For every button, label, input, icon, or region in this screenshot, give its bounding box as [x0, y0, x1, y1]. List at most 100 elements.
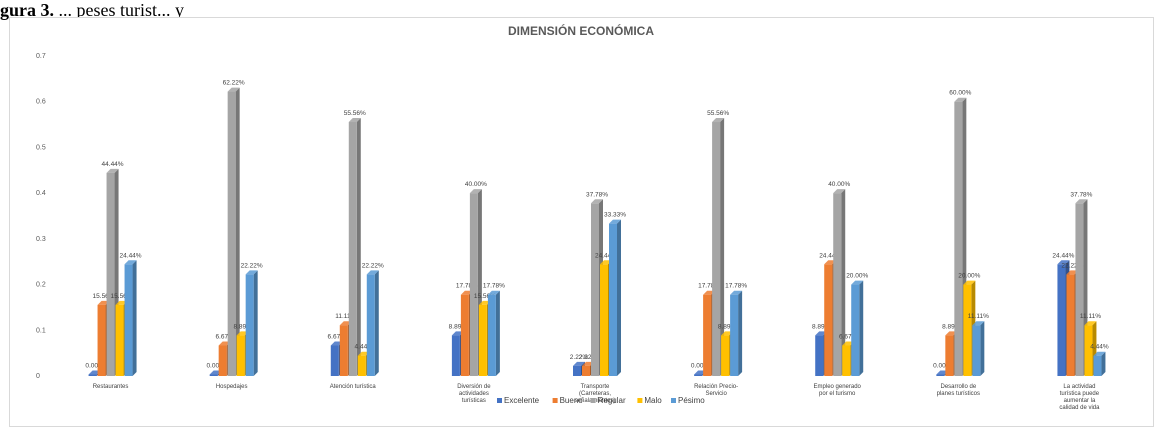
legend-swatch	[637, 398, 643, 403]
data-label: 55.56%	[707, 110, 729, 117]
bar	[348, 122, 357, 376]
bar-side	[720, 118, 725, 377]
bar	[833, 193, 842, 376]
data-label: 24.44%	[595, 252, 617, 259]
data-label: 15.56%	[111, 293, 133, 300]
data-label: 6.67%	[328, 334, 347, 341]
data-label: 4.44%	[355, 344, 374, 351]
bar	[357, 355, 366, 376]
category-label: turística puede	[1060, 391, 1100, 397]
data-label: 17.78%	[725, 283, 747, 290]
data-label: 55.56%	[344, 110, 366, 117]
category-label: Hospedajes	[216, 384, 248, 390]
bar	[730, 294, 739, 376]
bar-top	[1093, 351, 1106, 356]
data-label: 22.22%	[362, 262, 384, 269]
bar	[1066, 274, 1075, 376]
bar-top	[245, 270, 258, 275]
data-label: 62.22%	[223, 80, 245, 87]
bar-top	[851, 280, 864, 285]
chart-title: DIMENSIÓN ECONÓMICA	[508, 23, 654, 38]
data-label: 8.89%	[718, 323, 737, 330]
data-label: 11.11%	[968, 313, 989, 320]
bar-top	[833, 189, 846, 194]
data-label: 24.44%	[1052, 252, 1074, 259]
y-tick-label: 0.3	[36, 236, 46, 243]
bar	[88, 374, 97, 376]
bar	[487, 294, 496, 376]
bar-chart: DIMENSIÓN ECONÓMICA 0 0.1 0.2 0.3 0.4 0.5 0.6 0.…	[36, 23, 1109, 411]
bar	[945, 335, 954, 376]
bar-top	[591, 199, 603, 204]
data-label: 11.11%	[335, 313, 356, 320]
data-label: 4.44%	[1090, 344, 1109, 351]
bar	[209, 374, 218, 376]
bar-side	[841, 189, 846, 376]
bar	[582, 365, 590, 376]
bar-top	[106, 168, 119, 173]
bar	[824, 264, 833, 376]
category-label: planes turísticos	[937, 391, 980, 397]
data-label: 40.00%	[828, 181, 850, 188]
legend-swatch	[552, 398, 558, 403]
category-label: Relación Precio-	[694, 384, 738, 390]
data-label: 0.00%	[933, 363, 952, 370]
bar	[460, 294, 469, 376]
y-tick-label: 0.5	[36, 144, 46, 151]
bar-side	[859, 280, 864, 376]
bar-top	[609, 219, 621, 224]
bar-top	[487, 290, 500, 295]
bar	[573, 365, 581, 376]
figure-caption-rest: ... peses turist... y	[54, 0, 185, 20]
category-label: aumentar la	[1064, 398, 1096, 404]
bar	[227, 91, 236, 377]
category-label: La actividad	[1063, 384, 1095, 390]
bar	[97, 304, 106, 376]
bar	[609, 223, 617, 376]
data-label: 22.22%	[241, 262, 263, 269]
figure-caption-prefix: gura 3.	[0, 0, 54, 20]
data-label: 17.78%	[456, 283, 478, 290]
data-label: 24.44%	[120, 252, 142, 259]
bar	[815, 335, 824, 376]
bar	[936, 374, 945, 376]
bar-side	[617, 219, 621, 376]
bar	[591, 203, 599, 376]
bar	[106, 172, 115, 376]
bar	[694, 374, 703, 376]
category-label: por el turismo	[819, 391, 856, 397]
bar-side	[980, 321, 985, 376]
legend-swatch	[497, 398, 502, 403]
data-label: 0.00%	[691, 363, 710, 370]
data-label: 20.00%	[958, 273, 980, 280]
bar-side	[132, 260, 137, 376]
data-label: 15.56%	[93, 293, 115, 300]
bar	[124, 264, 133, 376]
y-tick-label: 0.4	[36, 190, 46, 197]
data-label: 8.89%	[449, 323, 468, 330]
category-label: turísticas	[462, 398, 486, 404]
bar	[1084, 325, 1093, 376]
bar	[478, 304, 487, 376]
bar	[712, 122, 721, 376]
legend-label: Malo	[644, 396, 662, 405]
bar-side	[1101, 351, 1106, 376]
bar-top	[1057, 260, 1070, 265]
bar-side	[738, 290, 743, 376]
bar	[1057, 264, 1066, 376]
bar-side	[374, 270, 379, 376]
y-tick-label: 0.7	[36, 53, 46, 60]
legend-label: Excelente	[504, 396, 540, 405]
data-label: 8.89%	[233, 323, 252, 330]
data-label: 0.00%	[85, 363, 104, 370]
bar	[1075, 203, 1084, 376]
category-label: Desarrollo de	[940, 384, 976, 390]
bar	[451, 335, 460, 376]
bar	[236, 335, 245, 376]
bar	[721, 335, 730, 376]
bar-top	[227, 87, 240, 92]
bar-top	[348, 118, 361, 123]
y-tick-label: 0.1	[36, 327, 46, 334]
bar	[330, 345, 339, 376]
category-label: Restaurantes	[93, 384, 129, 390]
